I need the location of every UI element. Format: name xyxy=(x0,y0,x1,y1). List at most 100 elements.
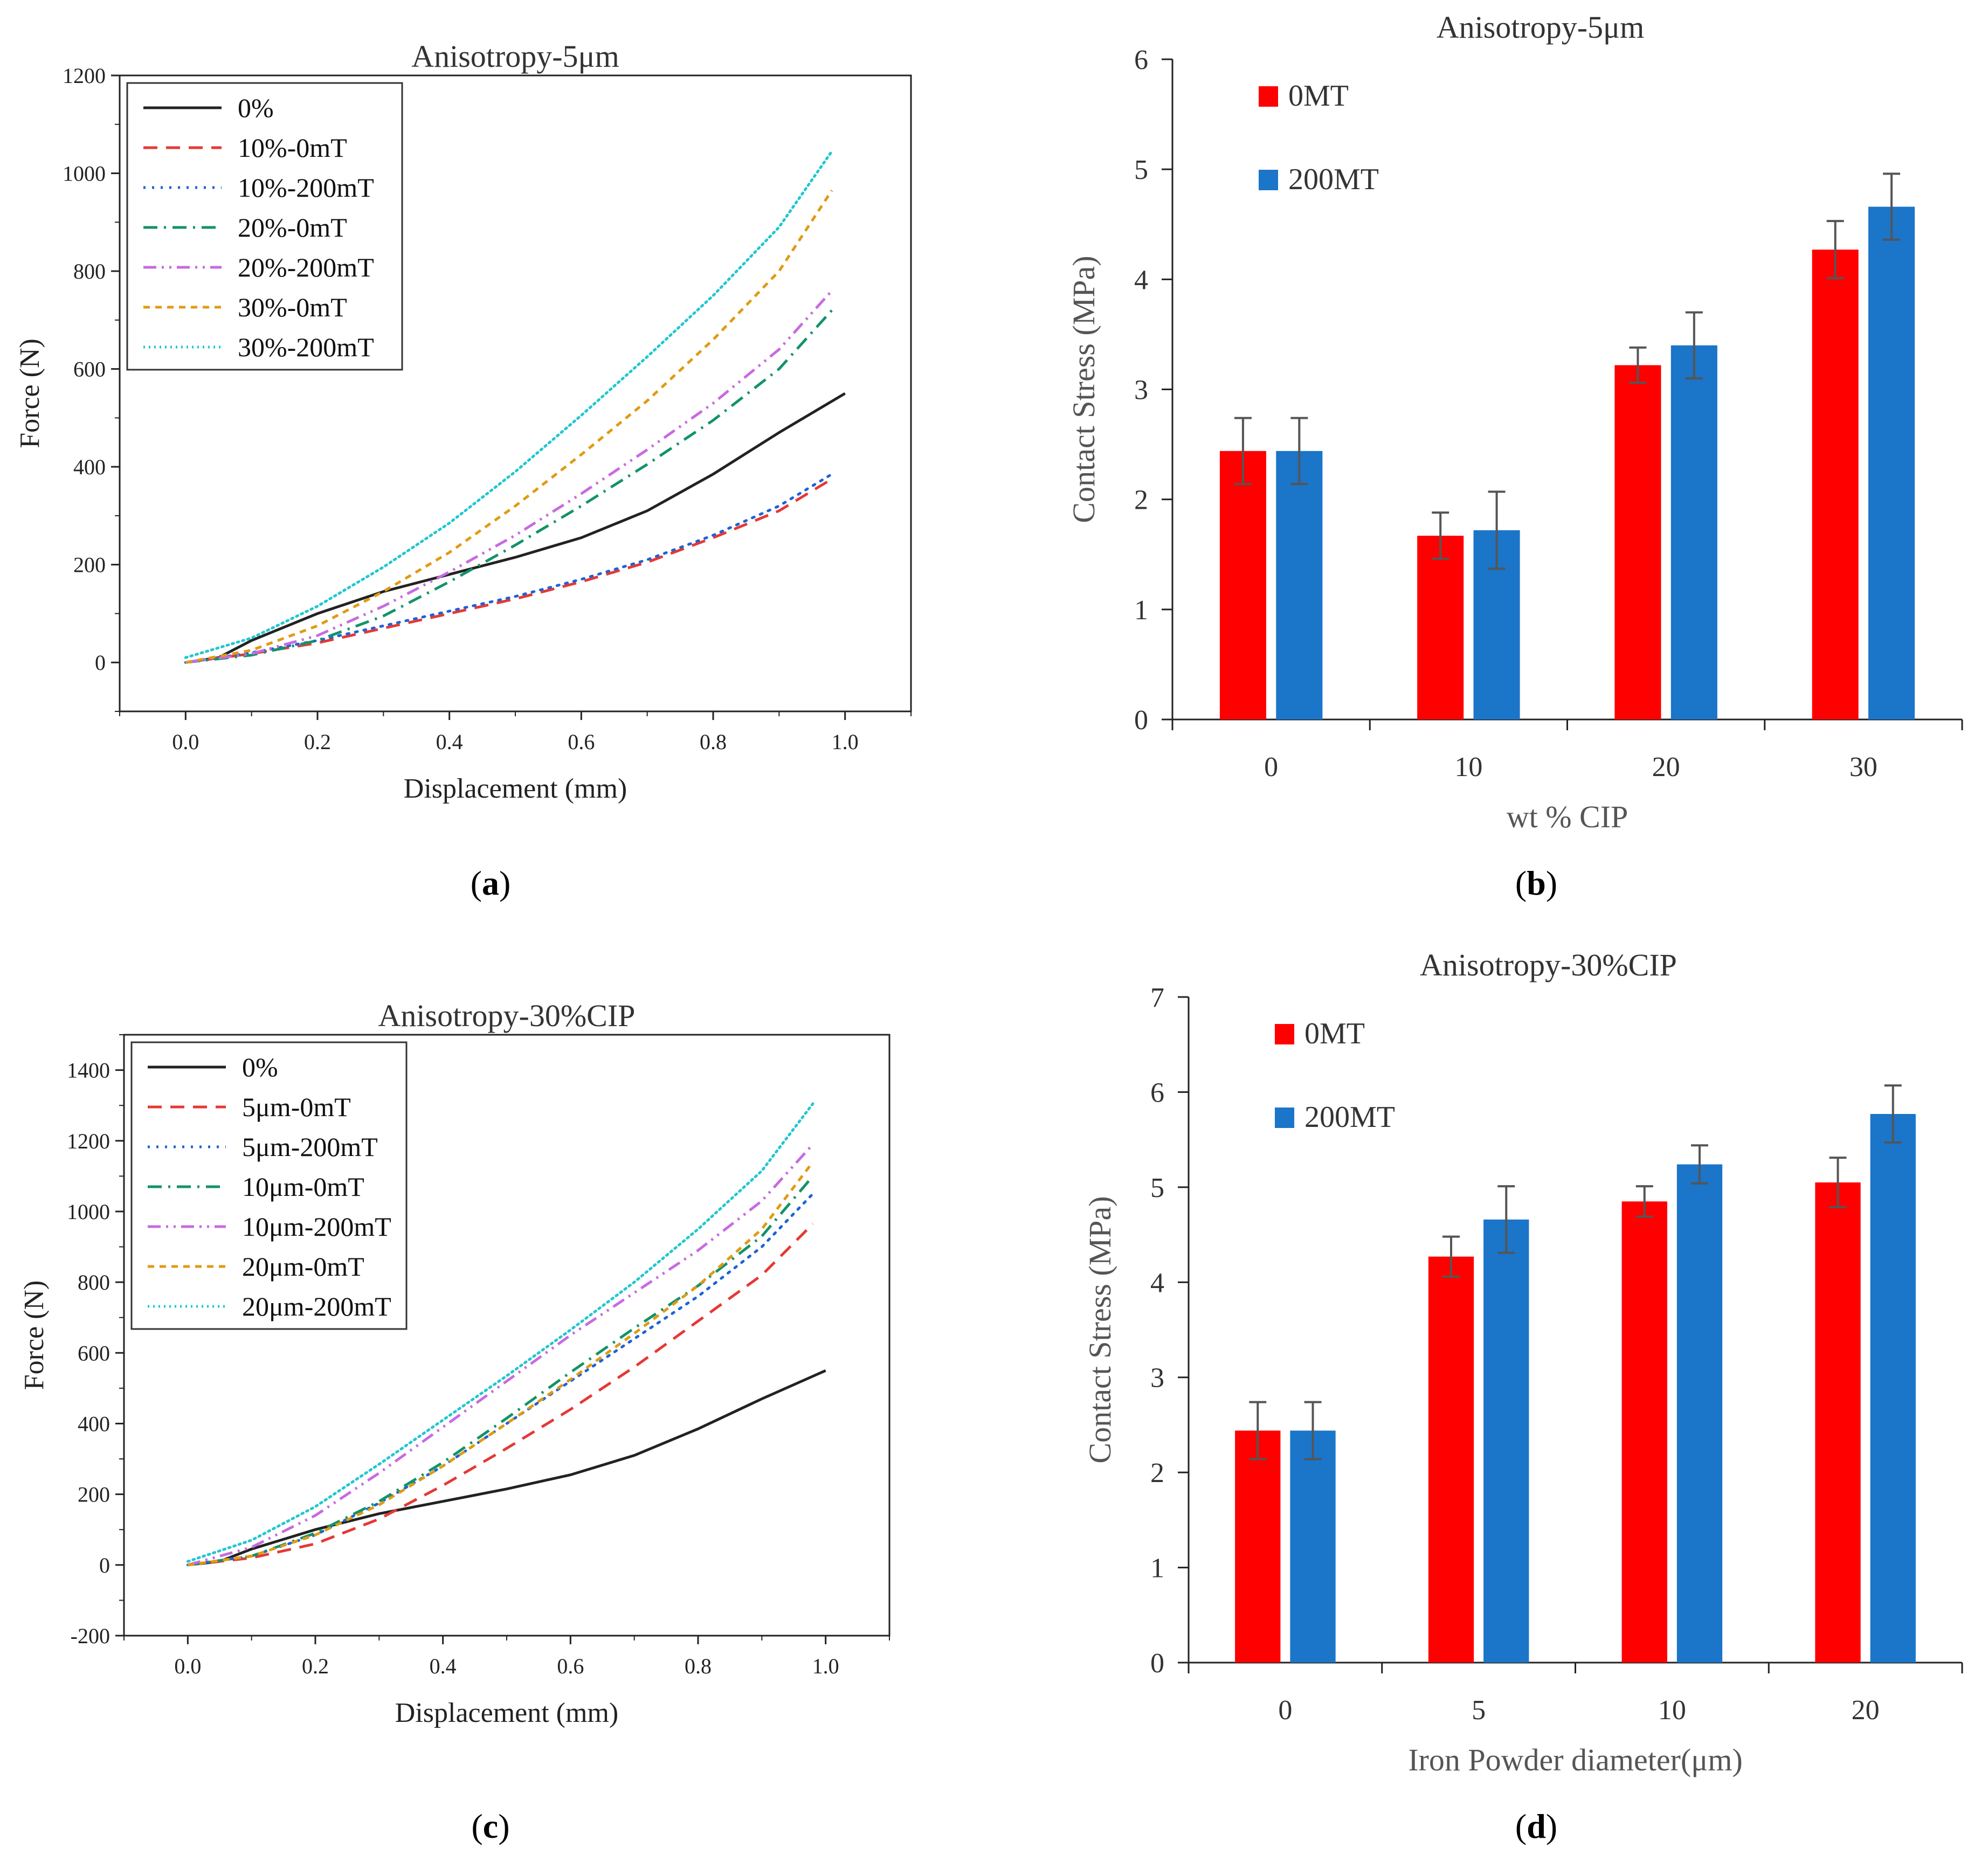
chart-title: Anisotropy-5μm xyxy=(411,39,619,74)
chart-d: Anisotropy-30%CIP 0 1 2 3 4 5 6 7 0 5 10 20 Iron Powd… xyxy=(1082,947,1963,1845)
x-tick-label: 0.0 xyxy=(172,730,199,754)
x-tick-label: 5 xyxy=(1472,1695,1486,1726)
x-tick-label: 0.8 xyxy=(700,730,727,754)
legend-label: 200MT xyxy=(1304,1100,1395,1134)
legend-label: 0MT xyxy=(1288,79,1349,113)
legend-label: 10μm-200mT xyxy=(242,1212,391,1242)
bar-0MT-20 xyxy=(1614,365,1661,719)
x-tick-label: 0.6 xyxy=(557,1654,584,1678)
legend-label: 5μm-0mT xyxy=(242,1092,351,1122)
legend-label: 10%-0mT xyxy=(238,133,347,163)
series-line-3 xyxy=(184,473,833,664)
chart-title: Anisotropy-5μm xyxy=(1437,10,1645,45)
bar-0MT-30 xyxy=(1812,250,1859,719)
x-tick-label: 10 xyxy=(1658,1695,1686,1726)
x-tick-label: 0.8 xyxy=(685,1654,712,1678)
y-tick-label: 6 xyxy=(1150,1077,1164,1108)
bar-0MT-0 xyxy=(1219,451,1266,719)
y-tick-label: 1400 xyxy=(67,1058,110,1083)
bar-200MT-30 xyxy=(1868,206,1915,719)
x-tick-label: 0.4 xyxy=(436,730,463,754)
y-tick-label: 6 xyxy=(1134,45,1148,75)
legend-box xyxy=(126,82,403,371)
y-tick-label: 0 xyxy=(95,650,106,675)
legend-swatch xyxy=(1275,1024,1294,1044)
legend-label: 5μm-200mT xyxy=(242,1132,378,1162)
chart-c: Anisotropy-30%CIP 0.0 0.2 0.4 0.6 0.8 1.0 -200 0… xyxy=(19,998,891,1845)
bar-0MT-5 xyxy=(1428,1256,1474,1663)
x-tick-label: 20 xyxy=(1652,752,1680,783)
legend-label: 30%-0mT xyxy=(238,292,347,322)
chart-title: Anisotropy-30%CIP xyxy=(1420,947,1677,982)
series-line-2 xyxy=(185,477,833,664)
bar-200MT-0 xyxy=(1290,1430,1336,1663)
y-tick-label: 3 xyxy=(1134,375,1148,406)
bar-200MT-5 xyxy=(1483,1219,1529,1663)
y-axis-label: Force (N) xyxy=(15,338,45,448)
series-line-6 xyxy=(185,189,833,664)
series-line-3 xyxy=(186,1192,814,1567)
series-line-1 xyxy=(185,392,846,664)
legend-swatch xyxy=(1275,1108,1294,1128)
y-tick-label: 5 xyxy=(1150,1173,1164,1203)
x-axis-label: Iron Powder diameter(μm) xyxy=(1408,1742,1743,1777)
x-axis-label: Displacement (mm) xyxy=(404,773,627,804)
bar-0MT-20 xyxy=(1815,1182,1861,1663)
y-tick-label: 4 xyxy=(1134,265,1148,295)
y-tick-label: 3 xyxy=(1150,1363,1164,1394)
legend-label: 10μm-0mT xyxy=(242,1172,364,1202)
y-tick-label: 1000 xyxy=(67,1200,110,1224)
legend-label: 30%-200mT xyxy=(238,332,374,362)
y-tick-label: 800 xyxy=(78,1270,110,1295)
y-axis-label: Contact Stress (MPa) xyxy=(1066,255,1101,523)
bar-0MT-0 xyxy=(1235,1430,1281,1663)
panel-caption: (d) xyxy=(1515,1807,1557,1845)
panel-caption: (b) xyxy=(1515,864,1557,902)
series-line-1 xyxy=(188,1369,826,1567)
x-tick-label: 0.2 xyxy=(304,730,331,754)
x-tick-label: 1.0 xyxy=(832,730,859,754)
y-tick-label: 5 xyxy=(1134,155,1148,185)
y-tick-label: 400 xyxy=(78,1411,110,1436)
legend-label: 0% xyxy=(242,1052,278,1082)
x-tick-label: 20 xyxy=(1852,1695,1880,1726)
legend-label: 20%-200mT xyxy=(238,252,374,282)
bar-200MT-20 xyxy=(1870,1114,1916,1663)
legend-swatch xyxy=(1259,86,1278,107)
y-axis-label: Force (N) xyxy=(19,1280,50,1390)
x-tick-label: 10 xyxy=(1454,752,1482,783)
y-tick-label: 4 xyxy=(1150,1268,1164,1298)
legend-label: 200MT xyxy=(1288,163,1379,196)
bar-200MT-20 xyxy=(1671,345,1717,719)
x-tick-label: 0.4 xyxy=(430,1654,457,1678)
y-tick-label: 2 xyxy=(1150,1458,1164,1489)
y-tick-label: -200 xyxy=(71,1624,110,1648)
series-line-2 xyxy=(188,1223,814,1567)
y-tick-label: 200 xyxy=(73,553,106,577)
x-tick-label: 1.0 xyxy=(812,1654,839,1678)
legend-swatch xyxy=(1259,170,1278,190)
x-tick-label: 0.6 xyxy=(568,730,595,754)
panel-caption: (a) xyxy=(471,864,511,902)
y-tick-label: 600 xyxy=(78,1341,110,1365)
x-axis-label: Displacement (mm) xyxy=(395,1698,618,1728)
series-line-5 xyxy=(187,1143,814,1567)
bar-0MT-10 xyxy=(1621,1201,1667,1663)
panel-caption: (c) xyxy=(471,1807,509,1845)
series-line-7 xyxy=(184,150,833,659)
y-tick-label: 2 xyxy=(1134,485,1148,516)
y-tick-label: 0 xyxy=(1134,705,1148,736)
x-axis-label: wt % CIP xyxy=(1507,799,1628,834)
y-tick-label: 1200 xyxy=(67,1129,110,1153)
x-tick-label: 0.0 xyxy=(174,1654,201,1678)
series-line-7 xyxy=(186,1102,814,1563)
bar-200MT-10 xyxy=(1676,1164,1723,1663)
y-tick-label: 800 xyxy=(73,259,106,283)
series-line-5 xyxy=(185,289,833,664)
legend-label: 0MT xyxy=(1304,1017,1365,1050)
series-line-4 xyxy=(185,309,833,664)
chart-a: Anisotropy-5μm 0.0 0.2 0.4 0.6 0.8 1.0 0 200 400 6… xyxy=(15,39,912,902)
y-tick-label: 7 xyxy=(1150,982,1164,1013)
y-tick-label: 400 xyxy=(73,455,106,479)
y-axis-label: Contact Stress (MPa) xyxy=(1082,1196,1117,1463)
